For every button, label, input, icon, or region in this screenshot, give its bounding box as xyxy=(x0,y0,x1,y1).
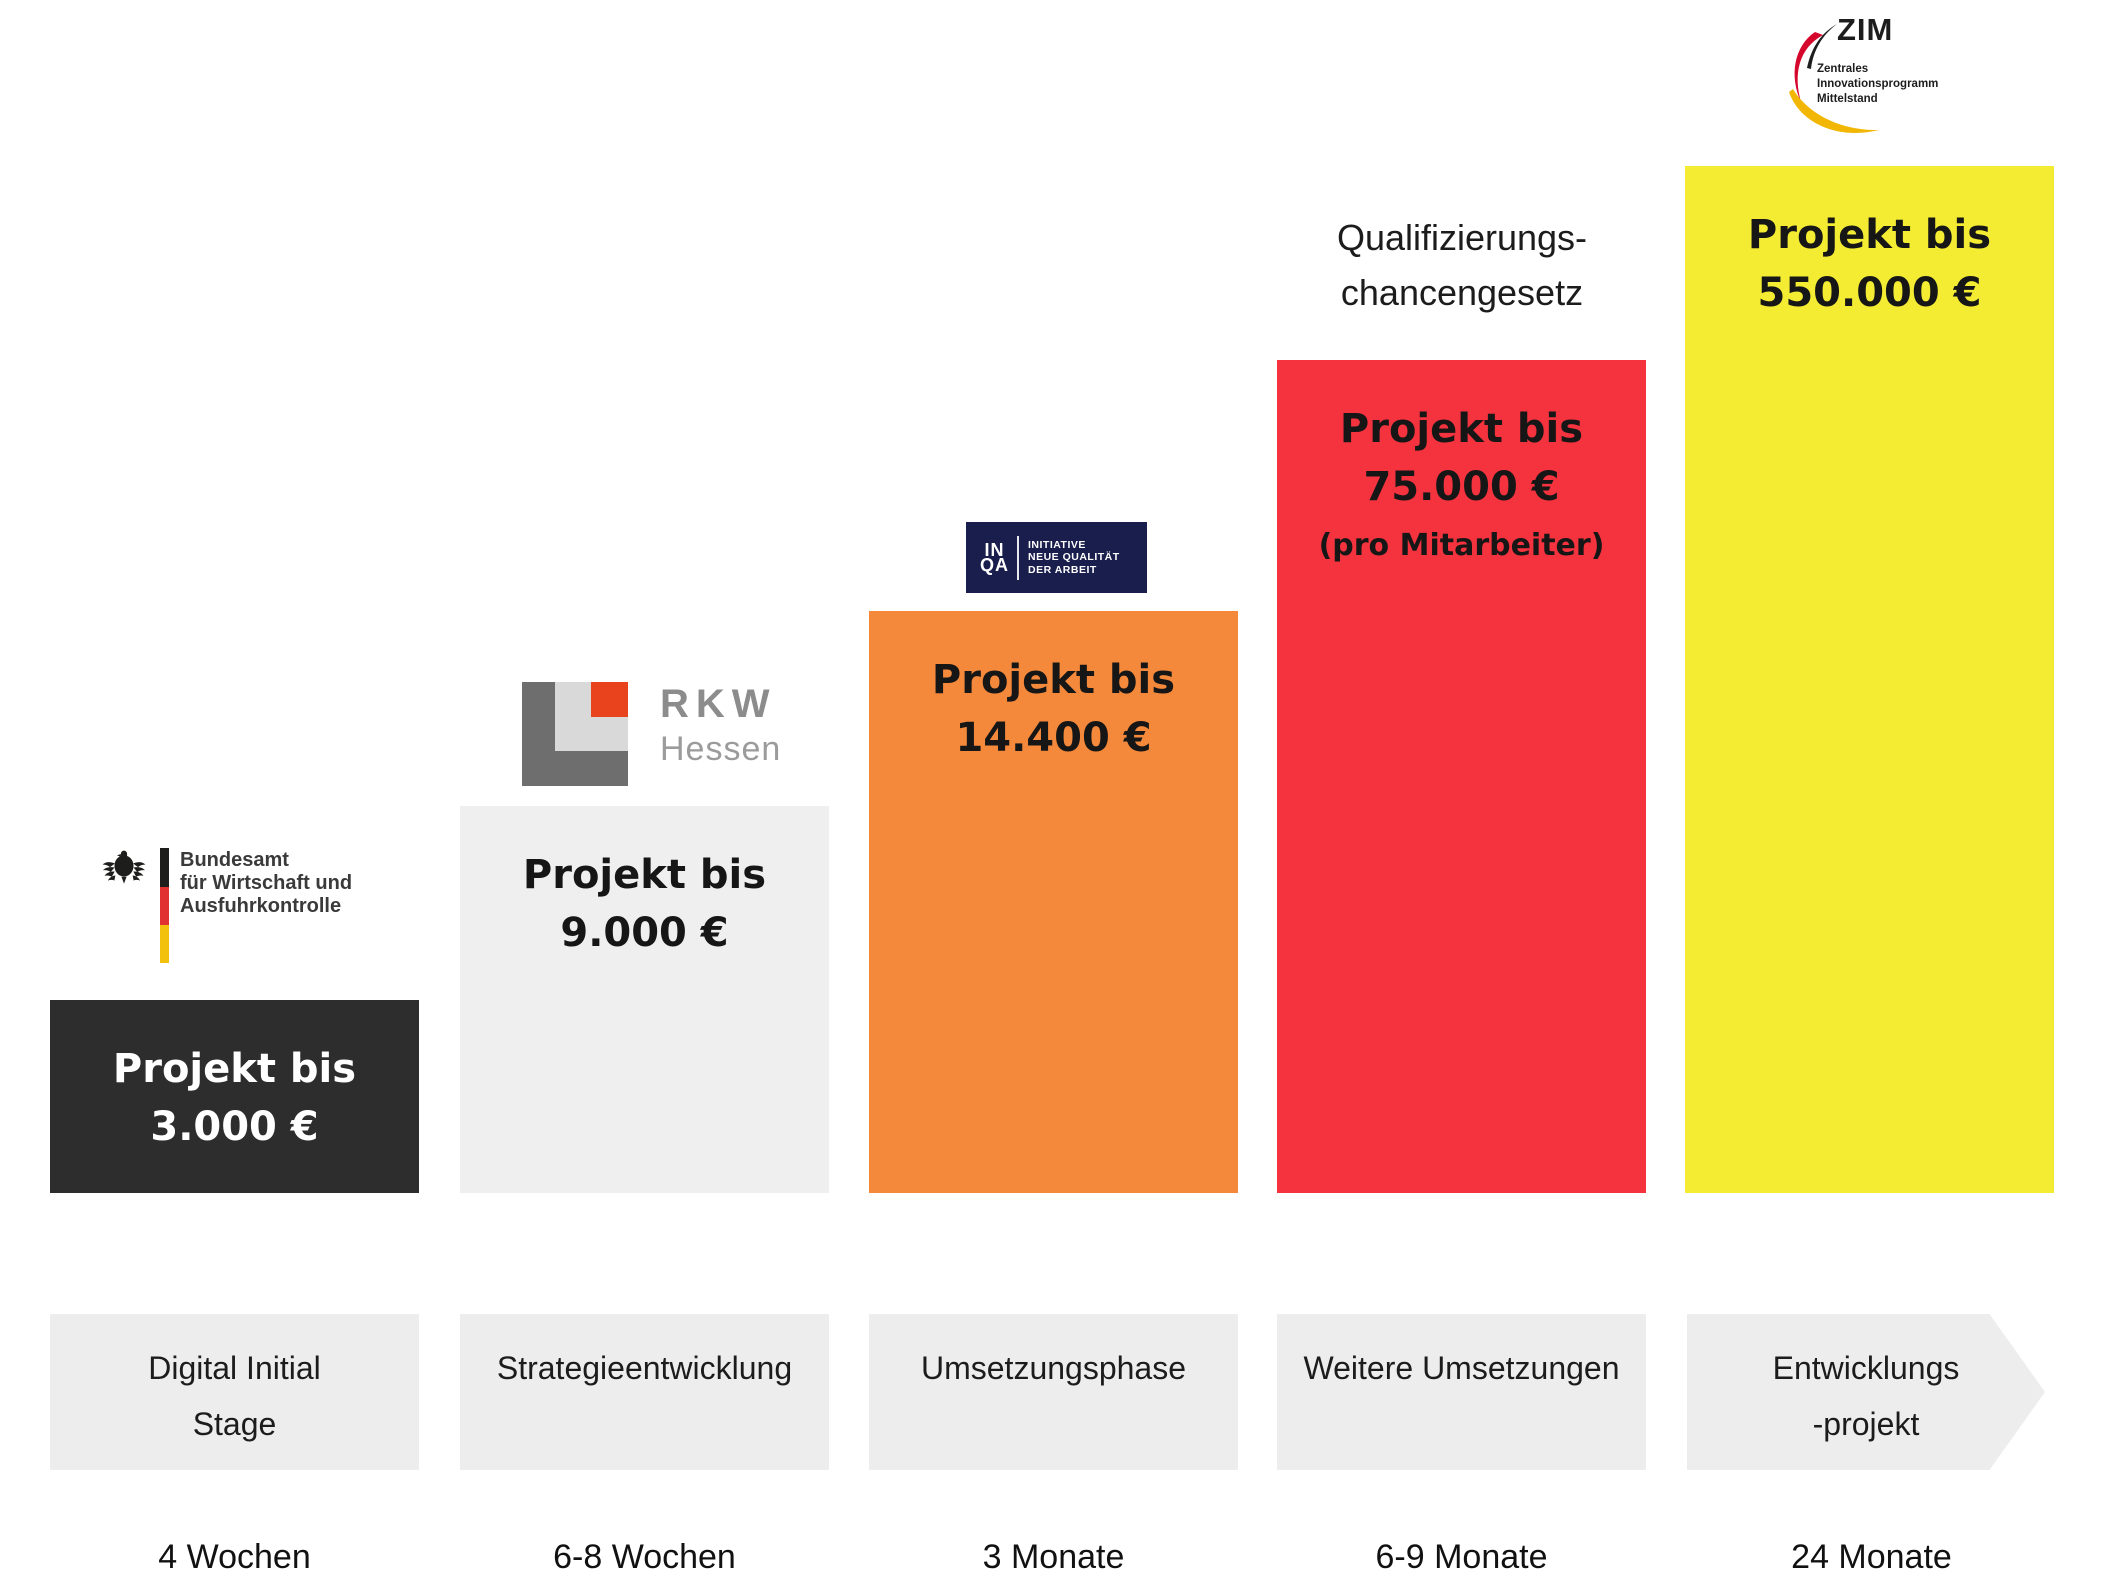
inqa-logo-text: INITIATIVE NEUE QUALITÄT DER ARBEIT xyxy=(1028,539,1120,577)
zim-logo: ZIM Zentrales Innovationsprogramm Mittel… xyxy=(1775,8,2005,153)
phase-label-line-2: -projekt xyxy=(1812,1406,1920,1442)
phase-label-line-1: Weitere Umsetzungen xyxy=(1303,1350,1620,1386)
phase-box-entwicklungsprojekt: Entwicklungs -projekt xyxy=(1687,1314,2045,1470)
zim-logo-line-2: Innovationsprogramm xyxy=(1817,78,1939,90)
rkw-logo-subtitle: Hessen xyxy=(660,730,782,768)
phase-box-strategieentwicklung: Strategieentwicklung xyxy=(460,1314,829,1470)
duration-label-5: 24 Monate xyxy=(1791,1538,1952,1576)
funding-bar-strategieentwicklung: Projekt bis 9.000 € xyxy=(460,806,829,1193)
bar-label: Projekt bis xyxy=(931,657,1176,703)
duration-label-2: 6-8 Wochen xyxy=(553,1538,736,1576)
phase-box-weitere-umsetzungen: Weitere Umsetzungen xyxy=(1277,1314,1646,1470)
phase-label-line-2: Stage xyxy=(192,1406,277,1442)
zim-logo-line-3: Mittelstand xyxy=(1817,93,1878,105)
duration-label-3: 3 Monate xyxy=(982,1538,1125,1576)
rkw-logo-title: RKW xyxy=(660,682,777,726)
inqa-logo-line-3: DER ARBEIT xyxy=(1028,563,1097,576)
federal-eagle-icon xyxy=(102,850,146,884)
phase-label-line-1: Umsetzungsphase xyxy=(920,1350,1187,1386)
inqa-logo: IN QA INITIATIVE NEUE QUALITÄT DER ARBEI… xyxy=(966,522,1147,593)
zim-logo-title: ZIM xyxy=(1837,12,1894,47)
duration-label-4: 6-9 Monate xyxy=(1375,1538,1548,1576)
rkw-square-red-area xyxy=(591,682,628,717)
phase-label-line-1: Strategieentwicklung xyxy=(496,1350,793,1386)
bafa-logo-line-3: Ausfuhrkontrolle xyxy=(180,895,342,917)
phase-label-line-1: Entwicklungs xyxy=(1772,1350,1960,1386)
inqa-monogram-line-2: QA xyxy=(980,554,1009,575)
bar-note: (pro Mitarbeiter) xyxy=(1318,528,1605,563)
phase-label-line-1: Digital Initial xyxy=(148,1350,321,1386)
bar-label: Projekt bis xyxy=(522,852,767,898)
qualifizierungschancengesetz-heading: Qualifizierungs- chancengesetz xyxy=(1277,210,1647,320)
phase-box-digital-initial-stage: Digital Initial Stage xyxy=(50,1314,419,1470)
bar-amount: 3.000 € xyxy=(150,1104,319,1150)
inqa-divider xyxy=(1017,535,1019,580)
inqa-monogram-line-1: IN xyxy=(984,539,1005,560)
funding-bar-entwicklungsprojekt: Projekt bis 550.000 € xyxy=(1685,166,2054,1193)
inqa-logo-line-2: NEUE QUALITÄT xyxy=(1028,551,1120,564)
rkw-logo-text: RKW Hessen xyxy=(660,682,781,769)
zim-logo-text: Zentrales Innovationsprogramm Mittelstan… xyxy=(1817,62,1938,107)
funding-bar-digital-initial-stage: Projekt bis 3.000 € xyxy=(50,1000,419,1193)
zim-logo-line-1: Zentrales xyxy=(1817,63,1869,75)
german-flag-stripe-icon xyxy=(160,848,169,963)
heading-line-2: chancengesetz xyxy=(1340,272,1584,313)
rkw-square-icon xyxy=(522,682,628,786)
bar-amount: 75.000 € xyxy=(1363,464,1560,510)
bafa-logo: Bundesamt für Wirtschaft und Ausfuhrkont… xyxy=(100,845,360,975)
phase-box-umsetzungsphase: Umsetzungsphase xyxy=(869,1314,1238,1470)
bar-amount: 9.000 € xyxy=(560,910,729,956)
bar-amount: 550.000 € xyxy=(1757,270,1982,316)
bafa-logo-text: Bundesamt für Wirtschaft und Ausfuhrkont… xyxy=(180,849,352,918)
bar-label: Projekt bis xyxy=(112,1046,357,1092)
bafa-logo-line-1: Bundesamt xyxy=(180,849,289,871)
inqa-monogram-icon: IN QA xyxy=(980,539,1009,575)
zim-swoosh-icon xyxy=(1789,24,1879,133)
funding-bar-weitere-umsetzungen: Projekt bis 75.000 € (pro Mitarbeiter) xyxy=(1277,360,1646,1193)
duration-label-1: 4 Wochen xyxy=(158,1538,311,1576)
rkw-hessen-logo: RKW Hessen xyxy=(522,682,782,790)
bar-amount: 14.400 € xyxy=(955,715,1152,761)
bafa-logo-line-2: für Wirtschaft und xyxy=(180,872,353,894)
bar-label: Projekt bis xyxy=(1339,406,1584,452)
bar-label: Projekt bis xyxy=(1747,212,1992,258)
heading-line-1: Qualifizierungs- xyxy=(1336,217,1588,258)
inqa-logo-line-1: INITIATIVE xyxy=(1028,538,1086,551)
funding-bar-umsetzungsphase: Projekt bis 14.400 € xyxy=(869,611,1238,1193)
